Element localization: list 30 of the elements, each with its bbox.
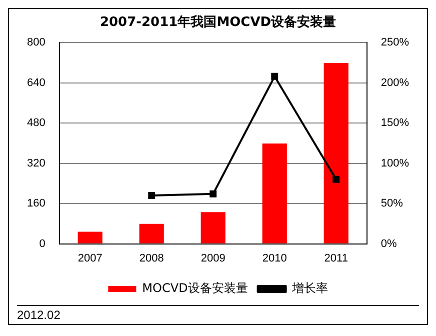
x-tick-label: 2011 bbox=[324, 252, 348, 264]
text: 2012.02 bbox=[17, 308, 60, 322]
y-tick-label: 320 bbox=[26, 157, 46, 170]
chart-title: 2007-2011年我国MOCVD设备安装量 bbox=[100, 14, 336, 30]
y-tick-label: 800 bbox=[26, 36, 46, 49]
legend-label: MOCVD设备安装量 bbox=[142, 281, 248, 296]
point bbox=[210, 190, 217, 198]
bar bbox=[262, 143, 287, 244]
point bbox=[271, 72, 278, 80]
x-tick-label: 2007 bbox=[78, 252, 102, 264]
y2-tick-label: 50% bbox=[380, 198, 404, 210]
y-tick-label: 0 bbox=[39, 238, 46, 250]
bar bbox=[78, 232, 102, 244]
y-tick-label: 160 bbox=[26, 198, 46, 210]
bar bbox=[324, 62, 348, 244]
y2-tick-label: 150% bbox=[380, 117, 410, 130]
y2-tick-label: 0% bbox=[380, 238, 397, 250]
x-tick-label: 2009 bbox=[200, 252, 226, 264]
y2-tick-label: 200% bbox=[380, 76, 410, 89]
y2-tick-label: 100% bbox=[380, 157, 410, 170]
point bbox=[332, 176, 340, 183]
y-tick-label: 640 bbox=[26, 76, 46, 89]
legend-label: 增长率 bbox=[290, 281, 328, 296]
point bbox=[148, 192, 156, 199]
y-tick-label: 480 bbox=[26, 117, 46, 130]
x-tick-label: 2010 bbox=[262, 252, 287, 264]
bar bbox=[200, 212, 226, 244]
x-tick-label: 2008 bbox=[139, 252, 164, 264]
y2-tick-label: 250% bbox=[380, 36, 410, 49]
bar bbox=[139, 224, 164, 244]
